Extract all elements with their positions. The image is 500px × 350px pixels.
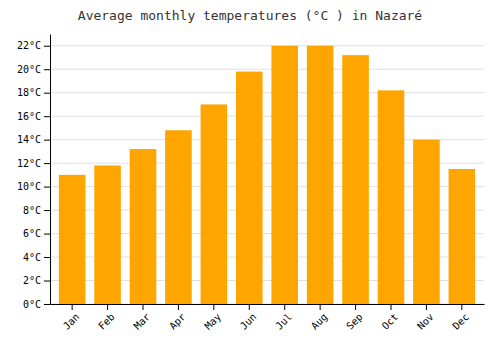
tick-mark xyxy=(44,257,50,258)
tick-label: 18°C xyxy=(17,87,41,98)
tick-mark xyxy=(44,281,50,282)
tick-label: 0°C xyxy=(23,299,41,310)
tick-mark xyxy=(44,46,50,47)
tick-mark xyxy=(284,304,285,310)
tick-label: Aug xyxy=(309,311,330,332)
tick-mark xyxy=(44,69,50,70)
bar xyxy=(271,46,298,304)
bar xyxy=(59,175,86,304)
grid-line xyxy=(50,69,484,70)
bar xyxy=(413,140,440,304)
plot: 0°C 2°C 4°C 6°C 8°C 10°C 12°C 14°C 16°C 18°C 20°C 2… xyxy=(17,35,485,332)
tick-label: 10°C xyxy=(17,181,41,192)
tick-mark xyxy=(44,304,50,305)
tick-mark xyxy=(213,304,214,310)
tick-label: May xyxy=(202,311,223,332)
tick-mark xyxy=(143,304,144,310)
tick-label: 6°C xyxy=(23,228,41,239)
bar xyxy=(94,165,121,304)
bar xyxy=(307,46,334,304)
tick-label: Sep xyxy=(344,311,365,332)
tick: Aug xyxy=(309,304,330,332)
x-axis: Jan Feb Mar Apr May Jun Jul Aug Sep Oct Nov Dec xyxy=(51,304,485,332)
tick: 14°C xyxy=(17,134,50,145)
tick-label: Feb xyxy=(96,311,117,332)
grid-line xyxy=(50,116,484,117)
bars xyxy=(59,46,475,304)
bar xyxy=(130,149,157,304)
tick: Apr xyxy=(167,304,188,332)
tick-label: 12°C xyxy=(17,158,41,169)
tick-label: 20°C xyxy=(17,64,41,75)
tick-mark xyxy=(44,140,50,141)
tick: Nov xyxy=(415,304,436,332)
tick: Oct xyxy=(380,304,401,332)
tick: Sep xyxy=(344,304,365,332)
tick-mark xyxy=(320,304,321,310)
tick-mark xyxy=(44,234,50,235)
tick: 18°C xyxy=(17,87,50,98)
tick: Jul xyxy=(273,304,294,332)
bar xyxy=(378,90,405,304)
bar xyxy=(165,130,192,304)
tick: Feb xyxy=(96,304,117,332)
tick-label: Jul xyxy=(273,311,294,332)
grid-line xyxy=(50,92,484,93)
y-axis: 0°C 2°C 4°C 6°C 8°C 10°C 12°C 14°C 16°C 18°C 20°C 2… xyxy=(17,35,51,310)
tick-mark xyxy=(426,304,427,310)
tick-label: Oct xyxy=(380,311,401,332)
tick: Jan xyxy=(61,304,82,332)
tick-label: Nov xyxy=(415,311,436,332)
tick-label: 22°C xyxy=(17,40,41,51)
tick-mark xyxy=(249,304,250,310)
bar xyxy=(236,72,263,304)
chart: Average monthly temperatures (°C ) in Na… xyxy=(0,0,500,350)
tick-label: 4°C xyxy=(23,252,41,263)
axis-line xyxy=(50,35,51,305)
tick: 12°C xyxy=(17,158,50,169)
grid xyxy=(50,46,484,304)
tick-label: 16°C xyxy=(17,111,41,122)
tick-label: Mar xyxy=(132,311,153,332)
tick-label: Dec xyxy=(450,311,471,332)
bar xyxy=(201,104,228,304)
tick: 8°C xyxy=(23,205,50,216)
tick-label: 8°C xyxy=(23,205,41,216)
tick-label: Jun xyxy=(238,311,259,332)
tick-mark xyxy=(461,304,462,310)
tick: 22°C xyxy=(17,40,50,51)
tick-mark xyxy=(178,304,179,310)
bar xyxy=(449,169,476,304)
tick-mark xyxy=(44,187,50,188)
tick: 0°C xyxy=(23,299,50,310)
tick: May xyxy=(202,304,223,332)
tick-mark xyxy=(391,304,392,310)
axis-line xyxy=(51,304,485,305)
tick-label: Jan xyxy=(61,311,82,332)
tick-mark xyxy=(44,210,50,211)
tick-mark xyxy=(44,116,50,117)
tick-mark xyxy=(72,304,73,310)
tick-mark xyxy=(355,304,356,310)
tick-mark xyxy=(107,304,108,310)
tick-mark xyxy=(44,93,50,94)
title: Average monthly temperatures (°C ) in Na… xyxy=(78,8,423,23)
tick: Mar xyxy=(132,304,153,332)
bar xyxy=(342,55,369,304)
tick: Jun xyxy=(238,304,259,332)
tick-label: 14°C xyxy=(17,134,41,145)
tick-label: Apr xyxy=(167,311,188,332)
tick: 6°C xyxy=(23,228,50,239)
tick-mark xyxy=(44,163,50,164)
tick-label: 2°C xyxy=(23,275,41,286)
tick: Dec xyxy=(450,304,471,332)
tick: 4°C xyxy=(23,252,50,263)
tick: 2°C xyxy=(23,275,50,286)
grid-line xyxy=(50,45,484,46)
tick: 20°C xyxy=(17,64,50,75)
tick: 16°C xyxy=(17,111,50,122)
tick: 10°C xyxy=(17,181,50,192)
